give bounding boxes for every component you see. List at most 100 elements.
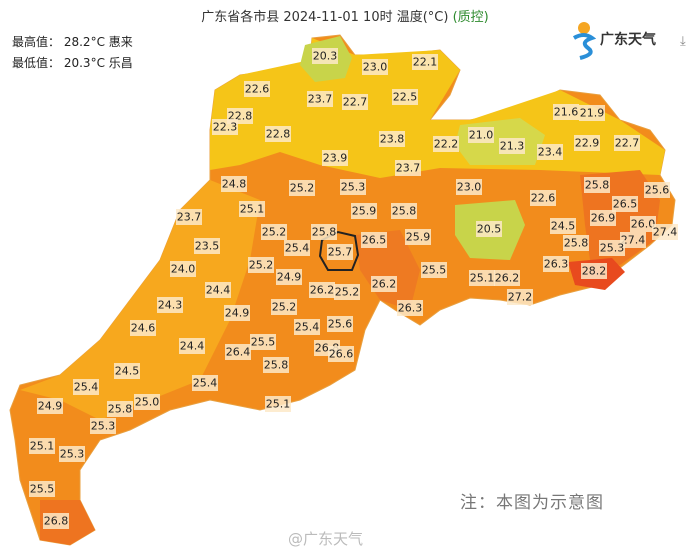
temperature-value: 25.9 bbox=[406, 231, 431, 244]
region-center-dark bbox=[355, 230, 420, 310]
temperature-label-bg bbox=[507, 289, 533, 305]
temperature-label: 26.2 bbox=[494, 270, 520, 286]
temperature-label: 25.8 bbox=[311, 224, 337, 240]
temperature-value: 24.4 bbox=[180, 340, 205, 353]
temperature-label: 25.2 bbox=[271, 299, 297, 315]
temperature-label: 21.3 bbox=[499, 138, 525, 154]
guangdong-weather-logo: 广东天气 bbox=[570, 18, 656, 60]
download-icon[interactable]: ⤓ bbox=[680, 34, 686, 49]
max-label: 最高值： bbox=[12, 35, 61, 49]
quality-control-link[interactable]: (质控) bbox=[452, 10, 489, 25]
temperature-value: 26.4 bbox=[226, 346, 251, 359]
temperature-label: 22.3 bbox=[212, 119, 238, 135]
temperature-label-bg bbox=[351, 203, 377, 219]
temperature-label-bg bbox=[90, 418, 116, 434]
temperature-label: 26.8 bbox=[43, 513, 69, 529]
temperature-label: 24.9 bbox=[37, 398, 63, 414]
temperature-label: 22.7 bbox=[614, 135, 640, 151]
temperature-label-bg bbox=[537, 144, 563, 160]
temperature-label-bg bbox=[342, 94, 368, 110]
temperature-value: 25.4 bbox=[285, 242, 310, 255]
temperature-label: 25.9 bbox=[405, 229, 431, 245]
temperature-label-bg bbox=[334, 284, 360, 300]
temperature-value: 21.6 bbox=[554, 106, 579, 119]
temperature-label: 26.2 bbox=[309, 282, 335, 298]
temperature-value: 20.5 bbox=[477, 223, 502, 236]
temperature-label: 24.0 bbox=[170, 261, 196, 277]
temperature-label-bg bbox=[499, 138, 525, 154]
temperature-label-bg bbox=[630, 216, 656, 232]
temperature-label: 25.9 bbox=[351, 203, 377, 219]
temperature-label: 22.2 bbox=[433, 136, 459, 152]
temperature-label-bg bbox=[43, 513, 69, 529]
temperature-label-bg bbox=[412, 54, 438, 70]
temperature-label: 25.5 bbox=[29, 481, 55, 497]
temperature-value: 26.8 bbox=[44, 515, 69, 528]
temperature-label: 22.6 bbox=[530, 190, 556, 206]
temperature-label: 26.9 bbox=[590, 210, 616, 226]
temperature-label: 25.2 bbox=[289, 180, 315, 196]
temperature-label: 24.5 bbox=[114, 363, 140, 379]
temperature-value: 25.8 bbox=[585, 179, 610, 192]
temperature-label: 25.4 bbox=[192, 375, 218, 391]
temperature-value: 25.2 bbox=[249, 259, 274, 272]
temperature-label-bg bbox=[179, 338, 205, 354]
temperature-label: 25.2 bbox=[261, 224, 287, 240]
min-temp-stat: 最低值： 20.3°C 乐昌 bbox=[12, 54, 133, 71]
temperature-label: 24.8 bbox=[221, 176, 247, 192]
temperature-value: 22.3 bbox=[213, 121, 238, 134]
temperature-value: 23.8 bbox=[380, 133, 405, 146]
temperature-value: 22.8 bbox=[266, 128, 291, 141]
temperature-value: 25.1 bbox=[470, 272, 495, 285]
temperature-value: 21.9 bbox=[580, 107, 605, 120]
temperature-value: 25.7 bbox=[328, 246, 353, 259]
temperature-value: 21.3 bbox=[500, 140, 525, 153]
temperature-label: 27.4 bbox=[620, 232, 646, 248]
temperature-label: 25.2 bbox=[334, 284, 360, 300]
temperature-value: 22.7 bbox=[343, 96, 368, 109]
temperature-label-bg bbox=[59, 446, 85, 462]
temperature-label-bg bbox=[176, 209, 202, 225]
temperature-label-bg bbox=[456, 179, 482, 195]
temperature-label: 22.8 bbox=[265, 126, 291, 142]
temperature-label: 23.7 bbox=[176, 209, 202, 225]
temperature-label: 24.3 bbox=[157, 297, 183, 313]
temperature-label-bg bbox=[421, 262, 447, 278]
temperature-value: 25.2 bbox=[335, 286, 360, 299]
temperature-value: 24.9 bbox=[277, 271, 302, 284]
temperature-label: 23.7 bbox=[395, 160, 421, 176]
temperature-label: 25.8 bbox=[563, 235, 589, 251]
temperature-label: 25.3 bbox=[90, 418, 116, 434]
temperature-value: 25.4 bbox=[193, 377, 218, 390]
temperature-value: 25.6 bbox=[645, 184, 670, 197]
temperature-label-bg bbox=[194, 238, 220, 254]
temperature-label-bg bbox=[205, 282, 231, 298]
temperature-label: 25.4 bbox=[294, 319, 320, 335]
temperature-label: 25.1 bbox=[469, 270, 495, 286]
temperature-value: 24.4 bbox=[206, 284, 231, 297]
temperature-value: 25.1 bbox=[266, 398, 291, 411]
temperature-label-bg bbox=[327, 244, 353, 260]
temperature-label-bg bbox=[37, 398, 63, 414]
temperature-value: 25.3 bbox=[60, 448, 85, 461]
temperature-label: 26.4 bbox=[225, 344, 251, 360]
temperature-value: 24.8 bbox=[222, 178, 247, 191]
temperature-label-bg bbox=[652, 224, 678, 240]
temperature-value: 25.8 bbox=[108, 403, 133, 416]
temperature-value: 25.6 bbox=[328, 318, 353, 331]
temperature-label-bg bbox=[584, 177, 610, 193]
temperature-label: 24.6 bbox=[130, 320, 156, 336]
temperature-value: 27.4 bbox=[653, 226, 678, 239]
temperature-value: 22.6 bbox=[531, 192, 556, 205]
temperature-label-bg bbox=[543, 256, 569, 272]
temperature-value: 26.5 bbox=[362, 234, 387, 247]
temperature-label: 25.8 bbox=[584, 177, 610, 193]
temperature-label-bg bbox=[620, 232, 646, 248]
temperature-value: 23.9 bbox=[323, 152, 348, 165]
temperature-value: 26.5 bbox=[613, 198, 638, 211]
temperature-value: 26.0 bbox=[631, 218, 656, 231]
temperature-label-bg bbox=[476, 221, 502, 237]
temperature-value: 27.2 bbox=[508, 291, 533, 304]
temperature-label: 20.5 bbox=[476, 221, 502, 237]
temperature-value: 24.6 bbox=[131, 322, 156, 335]
